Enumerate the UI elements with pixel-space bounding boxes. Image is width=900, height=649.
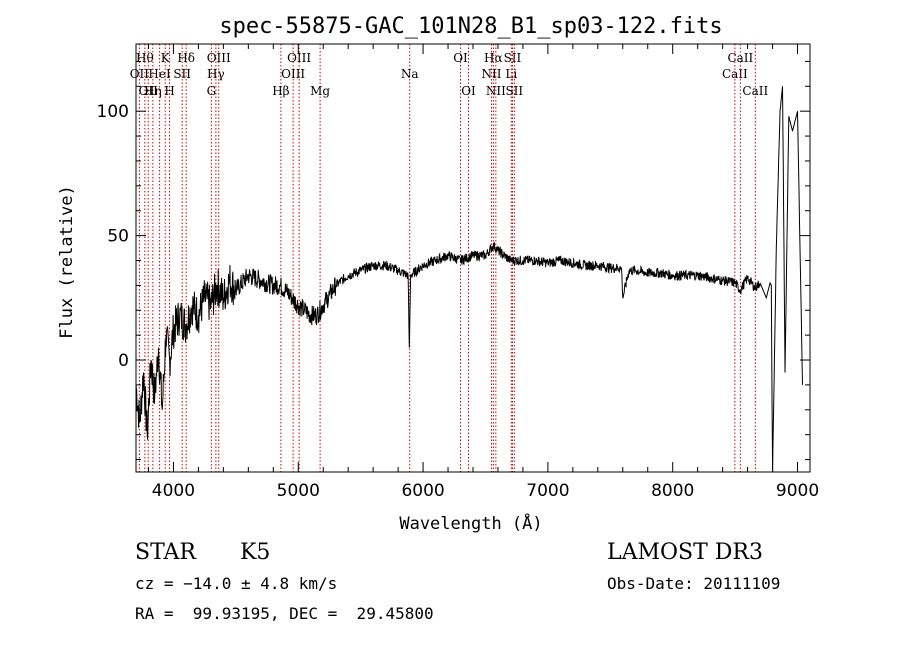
spectrum-line bbox=[136, 86, 803, 472]
line-marker-label-25: CaII bbox=[722, 67, 748, 81]
line-marker-label-9: G bbox=[207, 84, 217, 98]
line-marker-label-10: Hγ bbox=[207, 67, 225, 81]
y-axis-label: Flux (relative) bbox=[57, 185, 77, 339]
line-marker-label-18: OI bbox=[461, 84, 476, 98]
line-marker-label-6: H bbox=[164, 84, 174, 98]
line-marker-label-26: CaII bbox=[727, 51, 753, 65]
line-marker-label-23: SII bbox=[504, 51, 522, 65]
x-tick-label-1: 5000 bbox=[277, 481, 320, 501]
line-marker-label-17: OI bbox=[453, 51, 468, 65]
line-marker-label-1: OII bbox=[130, 67, 150, 81]
survey-name: LAMOST DR3 bbox=[607, 540, 763, 565]
y-tick-label-1: 50 bbox=[107, 227, 129, 247]
x-tick-label-0: 4000 bbox=[152, 481, 195, 501]
object-class: STAR bbox=[135, 540, 196, 565]
line-marker-label-14: OIII bbox=[287, 51, 311, 65]
x-tick-label-3: 7000 bbox=[526, 481, 569, 501]
line-marker-label-24: SII bbox=[505, 84, 523, 98]
coordinates: RA = 99.93195, DEC = 29.45800 bbox=[135, 604, 434, 623]
x-axis-label: Wavelength (Å) bbox=[399, 512, 542, 534]
line-marker-label-22: Li bbox=[505, 67, 517, 81]
line-marker-label-27: CaII bbox=[742, 84, 768, 98]
axes: 4000 5000 6000 7000 8000 9000 0 50 100 bbox=[97, 44, 819, 501]
redshift-text: cz = −14.0 ± 4.8 km/s bbox=[135, 574, 338, 593]
line-marker-label-0: Hθ bbox=[136, 51, 154, 65]
line-marker-label-16: Na bbox=[401, 67, 419, 81]
x-tick-label-5: 9000 bbox=[776, 481, 819, 501]
line-marker-label-11: OIII bbox=[207, 51, 231, 65]
line-marker-label-5: K bbox=[161, 51, 171, 65]
line-marker-label-4: HeI bbox=[148, 67, 171, 81]
x-tick-label-2: 6000 bbox=[401, 481, 444, 501]
x-tick-label-4: 8000 bbox=[651, 481, 694, 501]
y-tick-label-0: 0 bbox=[118, 351, 129, 371]
line-marker-label-19: NII bbox=[481, 67, 501, 81]
obs-date: Obs-Date: 20111109 bbox=[607, 574, 781, 593]
line-marker-label-8: Hδ bbox=[177, 51, 195, 65]
line-marker-label-21: NII bbox=[486, 84, 506, 98]
line-marker-label-20: Hα bbox=[484, 51, 503, 65]
line-markers: HθOIIOIIHηHeIKHSIIHδGHγOIIIHβOIIIOIIIMgN… bbox=[130, 44, 768, 472]
chart-title: spec-55875-GAC_101N28_B1_sp03-122.fits bbox=[219, 14, 722, 39]
line-marker-label-3: Hη bbox=[144, 84, 162, 98]
line-marker-label-15: Mg bbox=[310, 84, 330, 98]
line-marker-label-13: OIII bbox=[281, 67, 305, 81]
line-marker-label-12: Hβ bbox=[272, 84, 289, 98]
y-tick-label-2: 100 bbox=[97, 102, 129, 122]
plot-frame bbox=[135, 43, 811, 473]
spectrum-series bbox=[136, 86, 803, 472]
object-subclass: K5 bbox=[240, 540, 271, 565]
line-marker-label-7: SII bbox=[173, 67, 191, 81]
